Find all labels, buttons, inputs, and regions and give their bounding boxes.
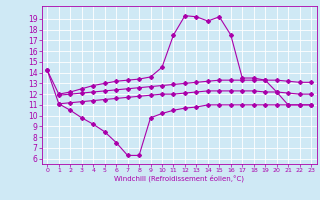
X-axis label: Windchill (Refroidissement éolien,°C): Windchill (Refroidissement éolien,°C): [114, 175, 244, 182]
